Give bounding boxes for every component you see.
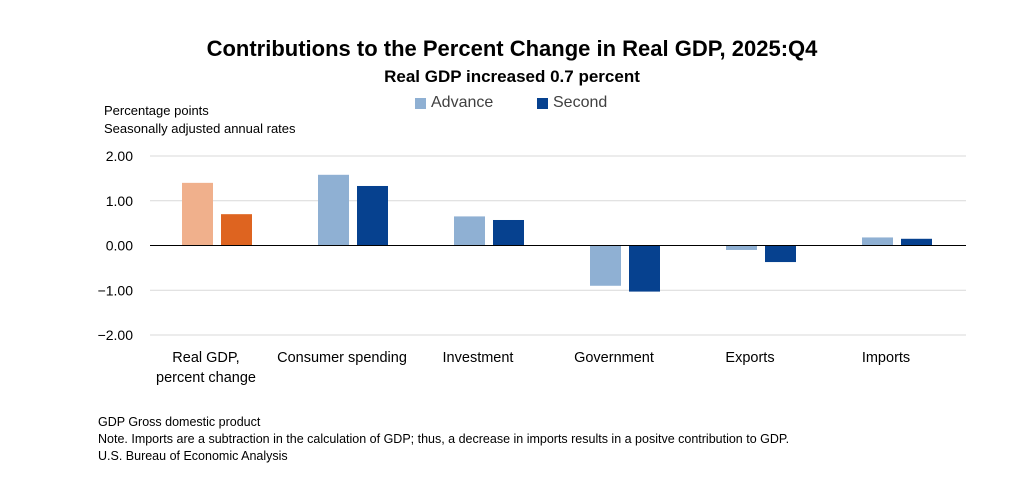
bar-advance (182, 182, 213, 246)
chart-subtitle: Real GDP increased 0.7 percent (384, 67, 640, 86)
y-tick-label: 2.00 (106, 148, 133, 164)
x-tick-label: Consumer spending (277, 350, 407, 366)
chart-title: Contributions to the Percent Change in R… (206, 36, 818, 61)
x-tick-label: Government (574, 350, 654, 366)
legend-advance-label: Advance (431, 94, 494, 111)
chart-plot: 2.00 1.00 0.00 −1.00 −2.00 Real GDP, percent c… (98, 148, 966, 386)
bar-second (493, 219, 524, 246)
y-axis-label-units: Percentage points (104, 103, 209, 118)
bar-second (221, 214, 252, 246)
y-tick-label: 0.00 (106, 238, 133, 254)
y-tick-label: −2.00 (98, 327, 134, 343)
legend-advance-swatch (415, 97, 426, 109)
bar-advance (726, 245, 757, 250)
bar-advance (590, 245, 621, 286)
chart-notes: GDP Gross domestic product Note. Imports… (98, 414, 789, 465)
bar-second (765, 245, 796, 263)
x-tick-label: Real GDP, (172, 350, 239, 366)
legend-second-swatch (537, 97, 548, 109)
bar-advance (454, 216, 485, 246)
legend-advance: Advance (415, 94, 493, 112)
y-axis-label-rates: Seasonally adjusted annual rates (104, 121, 296, 136)
x-tick-label: percent change (156, 370, 256, 386)
note-gdp-definition: GDP Gross domestic product (98, 415, 261, 429)
note-imports: Note. Imports are a subtraction in the c… (98, 432, 790, 446)
y-tick-label: 1.00 (106, 193, 133, 209)
x-tick-label: Exports (725, 350, 774, 366)
bar-second (357, 185, 388, 246)
legend-second: Second (537, 94, 607, 112)
x-tick-label: Imports (862, 350, 910, 366)
note-source: U.S. Bureau of Economic Analysis (98, 449, 288, 463)
x-tick-label: Investment (443, 350, 514, 366)
bar-advance (862, 237, 893, 246)
y-tick-label: −1.00 (98, 282, 134, 298)
bar-advance (318, 174, 349, 246)
bar-second (629, 245, 660, 292)
bar-second (901, 238, 932, 246)
legend-second-label: Second (553, 94, 608, 111)
